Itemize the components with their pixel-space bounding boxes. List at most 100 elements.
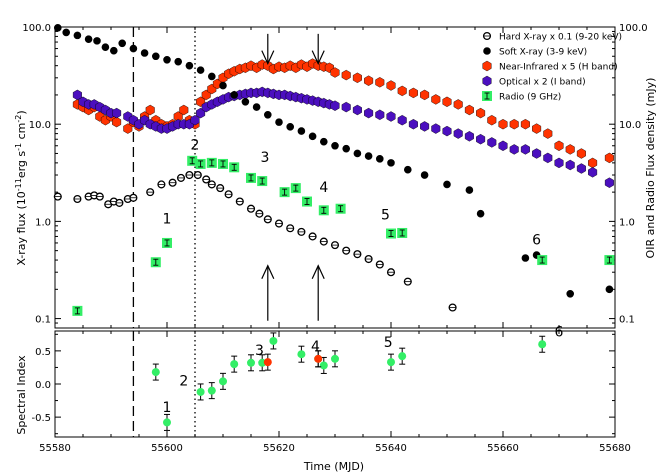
bottom-x-tick-label: 55620 bbox=[263, 443, 295, 454]
soft-xray-point bbox=[420, 171, 429, 179]
nir-point bbox=[375, 77, 385, 88]
nir-point bbox=[431, 94, 441, 105]
legend-marker bbox=[482, 60, 492, 72]
nir-point bbox=[520, 118, 530, 130]
top-epoch-label: 4 bbox=[319, 180, 328, 196]
optical-point bbox=[509, 144, 519, 155]
soft-xray-point bbox=[275, 118, 283, 126]
nir-point bbox=[386, 80, 396, 91]
optical-point bbox=[543, 152, 553, 164]
soft-xray-point bbox=[73, 31, 82, 40]
soft-xray-point bbox=[286, 123, 295, 131]
nir-point bbox=[179, 104, 189, 116]
soft-xray-point bbox=[521, 254, 530, 262]
soft-xray-point bbox=[353, 149, 362, 158]
optical-point bbox=[431, 123, 441, 134]
soft-xray-point bbox=[62, 28, 70, 37]
optical-point bbox=[375, 109, 385, 121]
bottom-epoch-label: 2 bbox=[179, 373, 188, 389]
soft-xray-point bbox=[252, 103, 261, 111]
legend-label: Near-Infrared x 5 (H band) bbox=[499, 63, 618, 73]
soft-xray-point bbox=[230, 91, 238, 99]
soft-xray-point bbox=[364, 152, 373, 160]
top-panel: 0.1 0.1 1.0 1.0 10.0 10.0 100.0 100.0 1 2 3 4 5 6 bbox=[22, 23, 648, 329]
legend: Hard X-ray x 0.1 (9-20 keV) Soft X-ray (3… bbox=[482, 31, 622, 103]
optical-point bbox=[442, 125, 452, 137]
spectral-index-point bbox=[163, 418, 171, 427]
soft-xray-point bbox=[375, 155, 384, 163]
top-y-tick-label: 1.0 bbox=[35, 217, 51, 228]
soft-xray-point bbox=[129, 44, 138, 53]
optical-point bbox=[341, 101, 351, 113]
nir-point bbox=[604, 152, 614, 164]
bottom-x-tick-label: 55660 bbox=[487, 443, 519, 454]
legend-label: Soft X-ray (3-9 keV) bbox=[499, 48, 587, 58]
nir-point bbox=[554, 140, 564, 152]
spectral-index-nir-point bbox=[314, 354, 323, 363]
optical-point bbox=[588, 167, 598, 178]
spectral-index-point bbox=[207, 386, 216, 395]
top-y-tick-label: 0.1 bbox=[35, 315, 51, 326]
soft-xray-point bbox=[118, 39, 126, 48]
soft-xray-point bbox=[605, 285, 614, 294]
spectral-index-point bbox=[398, 352, 407, 361]
top-y2-tick-label: 1.0 bbox=[619, 217, 635, 228]
soft-xray-point bbox=[84, 35, 93, 43]
soft-xray-point bbox=[241, 97, 250, 106]
nir-point bbox=[453, 99, 463, 110]
top-arrow-up-head bbox=[261, 264, 275, 279]
bottom-x-tick-label: 55640 bbox=[375, 443, 407, 454]
nir-point bbox=[565, 144, 575, 155]
top-epoch-label: 2 bbox=[191, 137, 200, 153]
bottom-axes-frame bbox=[54, 330, 616, 438]
optical-point bbox=[453, 128, 463, 139]
top-y-tick-label: 100.0 bbox=[22, 23, 51, 34]
top-epoch-label: 6 bbox=[532, 232, 541, 248]
soft-xray-point bbox=[403, 165, 412, 174]
soft-xray-point bbox=[465, 186, 474, 194]
nir-point bbox=[543, 128, 553, 139]
optical-point bbox=[604, 177, 614, 188]
top-epoch-label: 1 bbox=[163, 212, 172, 228]
soft-xray-point bbox=[342, 144, 351, 153]
soft-xray-point bbox=[110, 46, 118, 55]
soft-xray-point bbox=[163, 55, 171, 64]
soft-xray-point bbox=[219, 81, 227, 90]
legend-marker bbox=[482, 75, 492, 87]
nir-point bbox=[476, 107, 486, 119]
bottom-y-tick-label: -0.5 bbox=[31, 413, 51, 424]
spectral-index-point bbox=[331, 354, 339, 363]
soft-xray-point bbox=[263, 110, 272, 119]
spectral-index-nir-point bbox=[263, 358, 272, 367]
nir-point bbox=[364, 75, 374, 86]
nir-point bbox=[145, 104, 155, 116]
bottom-x-tick-label: 55680 bbox=[599, 443, 631, 454]
bottom-epoch-label: 1 bbox=[163, 400, 172, 416]
spectral-index-point bbox=[247, 358, 255, 367]
optical-point bbox=[386, 111, 396, 122]
top-epoch-label: 5 bbox=[381, 207, 390, 223]
top-arrow-down-head bbox=[311, 50, 325, 66]
optical-point bbox=[532, 148, 542, 159]
spectral-index-point bbox=[230, 360, 239, 369]
optical-point bbox=[397, 114, 407, 126]
nir-point bbox=[576, 148, 586, 159]
nir-point bbox=[397, 85, 407, 97]
soft-xray-point bbox=[331, 141, 339, 150]
nir-point bbox=[330, 67, 340, 78]
soft-xray-point bbox=[476, 209, 485, 218]
soft-xray-point bbox=[319, 137, 328, 146]
soft-xray-point bbox=[174, 57, 182, 66]
bottom-epoch-label: 5 bbox=[384, 335, 393, 351]
optical-point bbox=[352, 104, 362, 116]
nir-point bbox=[408, 87, 418, 99]
optical-point bbox=[476, 133, 486, 145]
nir-point bbox=[464, 104, 474, 116]
nir-point bbox=[442, 96, 452, 108]
nir-point bbox=[588, 157, 598, 169]
soft-xray-point bbox=[208, 72, 216, 81]
spectral-index-point bbox=[297, 350, 306, 359]
soft-xray-point bbox=[53, 24, 62, 32]
bottom-x-tick-label: 55580 bbox=[39, 443, 71, 454]
legend-marker bbox=[483, 47, 491, 55]
